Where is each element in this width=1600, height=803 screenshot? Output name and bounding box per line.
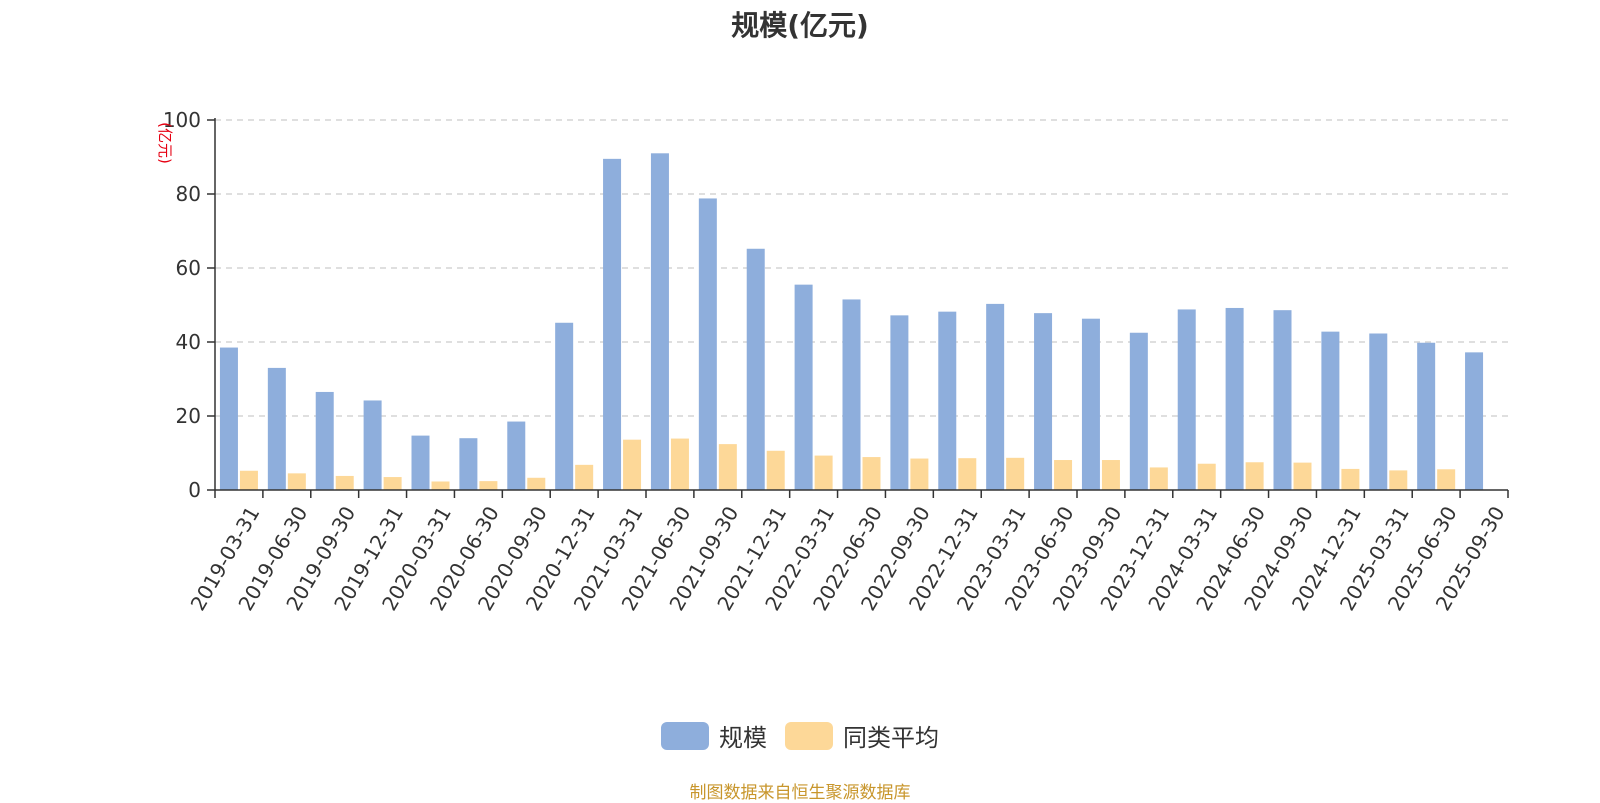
bar-scale[interactable] — [1321, 331, 1340, 490]
bar-scale[interactable] — [219, 347, 238, 490]
bar-scale[interactable] — [411, 435, 430, 490]
bar-scale[interactable] — [794, 284, 813, 490]
bar-peer-average[interactable] — [239, 470, 258, 490]
bar-peer-average[interactable] — [623, 439, 642, 490]
bar-peer-average[interactable] — [1197, 463, 1216, 490]
bar-scale[interactable] — [842, 299, 861, 490]
data-source-note: 制图数据来自恒生聚源数据库 — [689, 783, 911, 803]
bar-scale[interactable] — [746, 248, 765, 490]
bar-peer-average[interactable] — [766, 450, 785, 490]
y-tick-label: 0 — [188, 478, 201, 502]
bar-scale[interactable] — [650, 153, 669, 491]
bar-scale[interactable] — [1369, 333, 1388, 490]
bar-scale[interactable] — [1417, 342, 1436, 490]
bars — [219, 153, 1484, 491]
bar-scale[interactable] — [1225, 307, 1244, 490]
bar-peer-average[interactable] — [431, 481, 450, 490]
legend-item-peer-average[interactable]: 同类平均 — [785, 718, 939, 753]
bar-peer-average[interactable] — [718, 444, 737, 490]
bar-peer-average[interactable] — [1293, 462, 1312, 490]
axes — [207, 118, 1509, 498]
bar-peer-average[interactable] — [1054, 460, 1073, 490]
bar-scale[interactable] — [1177, 309, 1196, 490]
bar-scale[interactable] — [315, 391, 334, 490]
bar-peer-average[interactable] — [575, 464, 594, 490]
bar-peer-average[interactable] — [862, 457, 881, 490]
bar-peer-average[interactable] — [1149, 467, 1168, 490]
grid-lines — [215, 119, 1508, 417]
legend-item-scale[interactable]: 规模 — [661, 718, 767, 753]
y-tick-label: 100 — [163, 108, 201, 132]
bar-peer-average[interactable] — [1245, 462, 1264, 490]
bar-scale[interactable] — [363, 400, 382, 490]
bar-scale[interactable] — [938, 311, 957, 490]
legend-swatch-peer-average — [785, 721, 833, 750]
x-tick-labels: 2019-03-312019-06-302019-09-302019-12-31… — [186, 502, 1510, 615]
bar-scale[interactable] — [1081, 318, 1100, 490]
bar-scale[interactable] — [1034, 313, 1053, 490]
y-tick-labels: 0 20 40 60 80 100 — [163, 108, 201, 502]
bar-peer-average[interactable] — [910, 458, 929, 490]
bar-scale[interactable] — [986, 303, 1005, 490]
bar-peer-average[interactable] — [1341, 468, 1360, 490]
bar-peer-average[interactable] — [479, 481, 498, 490]
bar-scale[interactable] — [459, 438, 478, 490]
bar-peer-average[interactable] — [287, 473, 306, 490]
bar-scale[interactable] — [1129, 332, 1148, 490]
bar-peer-average[interactable] — [1389, 470, 1408, 490]
legend-label-scale: 规模 — [719, 724, 767, 752]
bar-peer-average[interactable] — [670, 438, 689, 490]
chart-title: 规模(亿元) — [731, 9, 869, 42]
y-tick-label: 60 — [176, 256, 201, 280]
bar-peer-average[interactable] — [1437, 469, 1456, 490]
y-tick-label: 80 — [176, 182, 201, 206]
bar-peer-average[interactable] — [1006, 457, 1025, 490]
bar-scale[interactable] — [1465, 352, 1484, 490]
bar-peer-average[interactable] — [958, 458, 977, 490]
bar-scale[interactable] — [1273, 310, 1292, 490]
bar-scale[interactable] — [267, 367, 286, 490]
bar-scale[interactable] — [555, 322, 574, 490]
bar-peer-average[interactable] — [335, 475, 354, 490]
legend-swatch-scale — [661, 721, 709, 750]
bar-scale[interactable] — [603, 158, 622, 490]
bar-scale[interactable] — [698, 198, 717, 490]
legend: 规模 同类平均 — [0, 718, 1600, 753]
bar-peer-average[interactable] — [814, 455, 833, 490]
bar-peer-average[interactable] — [1101, 460, 1120, 490]
bar-scale[interactable] — [507, 421, 526, 490]
bar-peer-average[interactable] — [383, 477, 402, 490]
bar-peer-average[interactable] — [527, 477, 546, 490]
y-tick-label: 20 — [176, 404, 201, 428]
y-axis-unit-label: (亿元) — [156, 122, 174, 164]
bar-scale[interactable] — [890, 315, 909, 490]
y-tick-label: 40 — [176, 330, 201, 354]
legend-label-peer-average: 同类平均 — [843, 724, 939, 752]
